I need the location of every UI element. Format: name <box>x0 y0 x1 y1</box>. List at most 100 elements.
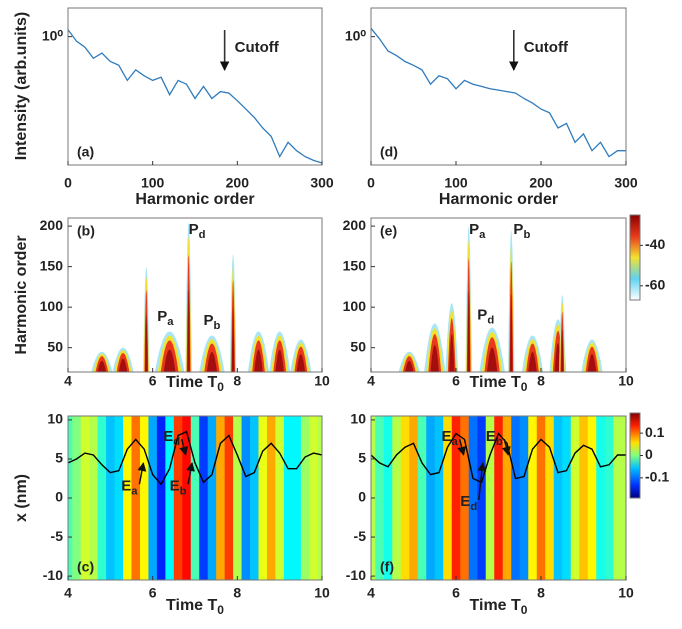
burst <box>405 360 414 372</box>
annotation-main: E <box>163 428 173 445</box>
axes-frame <box>370 7 627 166</box>
field-column <box>250 416 260 580</box>
annotation: Pd <box>189 221 206 241</box>
x-tick-label: 4 <box>64 585 72 601</box>
annotation: Pd <box>477 306 494 326</box>
field-column <box>317 416 322 580</box>
field-column <box>156 416 166 580</box>
field-column <box>224 416 234 580</box>
field-column <box>392 416 402 580</box>
plot-area <box>371 416 626 580</box>
field-curve <box>371 432 626 484</box>
field-column <box>131 416 141 580</box>
annotation-sub: d <box>470 501 477 513</box>
annotation-main: E <box>441 428 451 445</box>
y-tick-label: 100 <box>343 298 367 314</box>
field-column <box>80 416 90 580</box>
x-tick-label: 8 <box>233 585 241 601</box>
field-column <box>621 416 626 580</box>
burst <box>97 360 107 372</box>
x-tick-label: 8 <box>537 373 545 389</box>
field-column <box>417 416 427 580</box>
annotation: Eb <box>486 428 503 448</box>
x-tick-label: 6 <box>452 373 460 389</box>
x-tick-label: 0 <box>367 175 375 191</box>
plot-area <box>371 27 626 158</box>
x-axis-label: Harmonic order <box>135 191 254 208</box>
annotation: Eb <box>170 477 187 497</box>
field-column <box>72 416 82 580</box>
plot-area <box>68 416 322 580</box>
annotation: Ed <box>163 428 180 448</box>
field-column <box>216 416 226 580</box>
field-column <box>275 416 285 580</box>
burst <box>145 314 148 372</box>
field-column <box>511 416 521 580</box>
y-tick-label: 0 <box>55 489 63 505</box>
field-column <box>477 416 487 580</box>
field-column <box>292 416 302 580</box>
field-column <box>165 416 175 580</box>
field-column <box>587 416 597 580</box>
y-tick-label: 5 <box>55 450 63 466</box>
annotation-sub: a <box>131 485 138 497</box>
field-column <box>233 416 243 580</box>
field-column <box>106 416 116 580</box>
annotation-sub: a <box>479 229 486 241</box>
field-column <box>266 416 277 580</box>
x-tick-label: 100 <box>444 175 468 191</box>
field-column <box>258 416 268 580</box>
annotation-main: P <box>477 306 487 323</box>
field-column <box>207 416 217 580</box>
x-axis-label-sub: 0 <box>217 603 224 617</box>
field-column <box>502 416 512 580</box>
x-axis-label-sub: 0 <box>217 380 224 394</box>
panel-label: (a) <box>77 144 94 160</box>
y-tick-label: 10⁰ <box>345 27 367 43</box>
y-tick-label: 150 <box>343 257 367 273</box>
x-axis-label: Time T0 <box>470 374 528 394</box>
x-tick-label: 10 <box>314 373 330 389</box>
burst <box>275 349 284 372</box>
field-column <box>375 416 385 580</box>
field-column <box>536 416 546 580</box>
field-column <box>443 416 453 580</box>
colorbar-tick-label: -40 <box>645 236 665 252</box>
y-tick-label: -10 <box>43 567 63 583</box>
y-tick-label: 10 <box>350 411 366 427</box>
field-column <box>309 416 319 580</box>
annotation: Pa <box>469 221 486 241</box>
annotation-sub: d <box>487 314 494 326</box>
annotation-main: E <box>170 477 180 494</box>
annotation-sub: a <box>452 436 459 448</box>
burst <box>118 358 128 372</box>
annotation-arrow <box>137 462 147 485</box>
y-tick-label: 10 <box>47 411 63 427</box>
field-column <box>426 416 436 580</box>
spectrum-line <box>68 29 322 164</box>
annotation-sub: a <box>167 316 174 328</box>
annotation: Pb <box>203 312 220 332</box>
field-column <box>409 416 419 580</box>
colorbar-tick-label: 0 <box>645 446 653 462</box>
field-column <box>139 416 150 580</box>
field-column <box>545 416 555 580</box>
x-tick-label: 6 <box>149 585 157 601</box>
burst <box>449 334 455 372</box>
plot-area <box>91 222 312 372</box>
x-axis-label-sub: 0 <box>521 380 528 394</box>
axes-frame <box>370 217 627 373</box>
annotation-arrow <box>501 438 511 456</box>
field-column <box>494 416 504 580</box>
colorbar-tick-label: -60 <box>645 277 665 293</box>
x-tick-label: 200 <box>529 175 553 191</box>
axes-frame <box>67 217 323 373</box>
y-axis-label: Intensity (arb.units) <box>13 12 30 160</box>
y-tick-label: -10 <box>346 567 366 583</box>
burst <box>528 351 537 372</box>
annotation-main: P <box>469 221 479 238</box>
field-column <box>114 416 124 580</box>
annotation-arrow <box>186 462 195 485</box>
y-tick-label: -5 <box>51 528 64 544</box>
colorbar <box>629 412 641 499</box>
